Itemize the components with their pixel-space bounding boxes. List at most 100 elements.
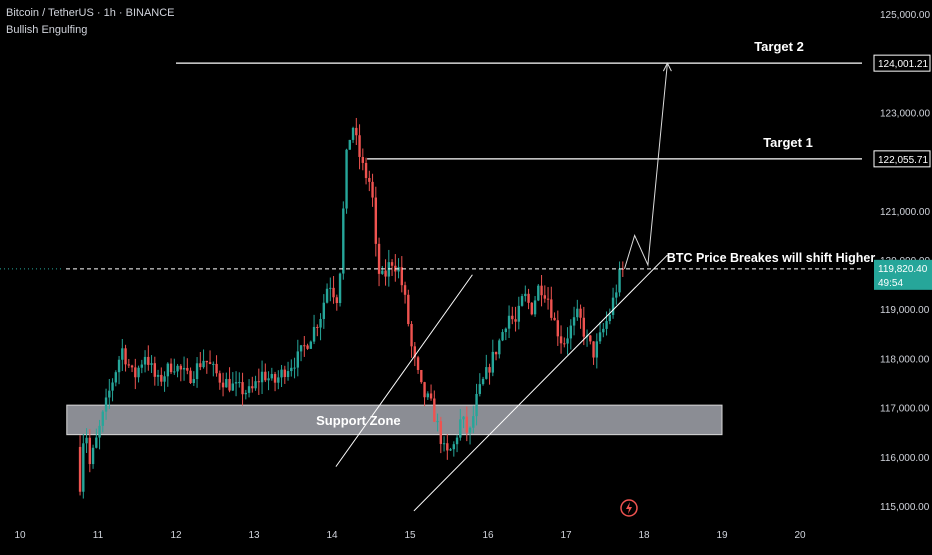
candle [98,419,101,450]
candle [446,434,449,460]
current-price-tag [874,259,932,290]
candle-body [137,367,140,378]
candle-body [459,419,462,438]
candle-body [403,285,407,295]
time-tick-label: 12 [170,530,182,541]
candle-body [390,262,394,266]
candle [377,237,381,287]
candle-body [478,384,482,394]
candle-body [550,299,553,318]
candle-body [241,382,244,395]
candle [338,272,342,307]
candle-body [371,181,374,198]
candle-body [111,382,114,391]
candle [160,367,163,387]
candle-body [166,363,170,377]
candle-body [98,425,101,438]
candle [95,428,98,449]
candle-body [507,315,511,329]
candle-body [260,371,264,383]
candle-body [436,421,439,423]
candle [319,313,322,341]
candle-body [368,178,371,182]
candle-body [267,378,270,381]
candle [433,390,436,423]
candle [423,381,426,407]
candle [325,283,329,304]
candle [371,173,374,207]
candle-body [273,374,277,383]
candle [517,296,521,330]
candle [150,355,153,374]
channel-line-upper [335,274,473,467]
candle [78,435,82,496]
lightning-icon [620,499,638,517]
indicator-label[interactable]: Bullish Engulfing [6,24,88,36]
candle-body [117,359,121,373]
lightning-icon-ring [620,499,638,517]
candle [322,294,326,329]
candle [569,319,573,350]
candle-body [377,243,381,274]
candle [182,356,186,381]
candle-body [280,369,283,378]
candle [511,306,514,325]
candle [312,314,316,345]
candle [459,408,462,441]
candle-body [182,367,186,370]
candle-body [491,351,495,373]
candle [465,406,469,442]
candles-group [78,117,625,499]
candle [277,370,280,390]
candle [316,324,319,337]
candle [273,371,277,392]
candle-body [543,295,547,299]
candle-body [462,416,465,420]
candle [280,364,283,388]
time-tick-label: 10 [14,530,26,541]
candle-body [104,397,108,412]
symbol-title[interactable]: Bitcoin / TetherUS · 1h · BINANCE [6,7,175,19]
candle [247,379,251,398]
candle-body [481,378,485,385]
candle-body [82,443,85,492]
candle-body [277,377,280,383]
candle-body [358,135,361,157]
candle-body [364,162,368,179]
candle-body [296,351,300,368]
candle [234,371,238,397]
projection-path [624,63,668,270]
candle [615,284,618,305]
candle-body [576,308,579,318]
candle [491,339,495,377]
candle-body [150,363,153,365]
candle-body [140,364,144,368]
candle [361,148,365,171]
candle-body [615,292,618,298]
candle [199,352,202,371]
time-tick-label: 18 [638,530,650,541]
candle-body [189,370,192,383]
candle-body [530,302,534,315]
candle-body [251,386,254,389]
candle [225,372,228,388]
time-tick-label: 19 [716,530,728,541]
candle-body [426,393,430,398]
candle [124,344,127,372]
candle-body [134,367,137,378]
candle-body [563,343,566,345]
candle-body [494,351,498,355]
candle [348,139,352,150]
candle [121,338,124,371]
candle-body [439,421,443,444]
candle [520,293,524,307]
candle [429,384,433,401]
candle-body [449,449,452,451]
candle-body [598,332,602,342]
candle-body [286,371,290,378]
candle [205,360,209,374]
candle-body [413,346,417,358]
target-1-price-tag-label: 122,055.71 [878,155,928,166]
